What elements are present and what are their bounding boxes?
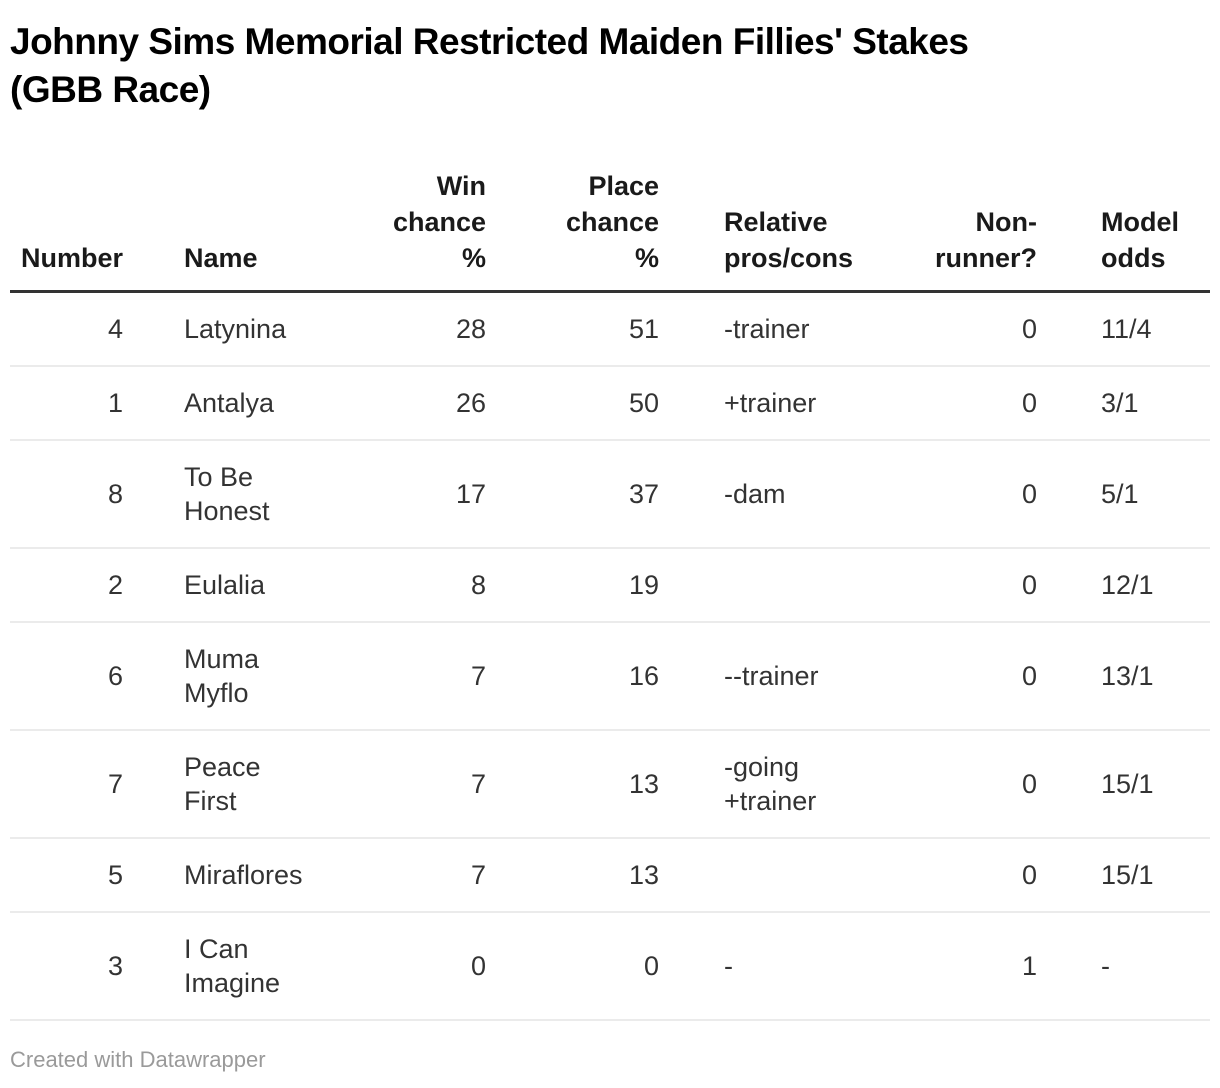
table-header-row: Number Name Win chance % Place chance % Rela… [10,168,1210,293]
datawrapper-credit-link[interactable]: Created with Datawrapper [10,1047,266,1072]
column-header-place-chance-pct: Place chance % [486,168,659,293]
cell-model-odds: 11/4 [1037,291,1210,367]
table-row: 2 Eulalia 8 19 0 12/1 [10,548,1210,623]
cell-name: Muma Myflo [123,622,352,731]
cell-win-chance-pct: 17 [352,440,486,549]
column-header-model-odds: Model odds [1037,168,1210,293]
cell-model-odds: 15/1 [1037,730,1210,839]
cell-name: Miraflores [123,838,352,913]
cell-place-chance-pct: 16 [486,622,659,731]
cell-number: 3 [10,912,123,1021]
column-header-number: Number [10,168,123,293]
table-row: 8 To Be Honest 17 37 -dam 0 5/1 [10,440,1210,549]
cell-win-chance-pct: 28 [352,291,486,367]
cell-non-runner: 0 [901,366,1037,441]
cell-non-runner: 1 [901,912,1037,1021]
cell-place-chance-pct: 13 [486,838,659,913]
cell-place-chance-pct: 13 [486,730,659,839]
cell-model-odds: - [1037,912,1210,1021]
cell-place-chance-pct: 37 [486,440,659,549]
column-header-win-chance-pct: Win chance % [352,168,486,293]
cell-relative-pros-cons [659,548,901,623]
column-header-relative-pros-cons: Relative pros/cons [659,168,901,293]
cell-place-chance-pct: 0 [486,912,659,1021]
cell-non-runner: 0 [901,548,1037,623]
cell-name: I Can Imagine [123,912,352,1021]
cell-number: 6 [10,622,123,731]
cell-model-odds: 13/1 [1037,622,1210,731]
cell-number: 7 [10,730,123,839]
cell-name: Eulalia [123,548,352,623]
table-header: Number Name Win chance % Place chance % Rela… [10,168,1210,293]
cell-model-odds: 3/1 [1037,366,1210,441]
cell-win-chance-pct: 8 [352,548,486,623]
cell-relative-pros-cons [659,838,901,913]
cell-number: 5 [10,838,123,913]
cell-name: Peace First [123,730,352,839]
table-row: 5 Miraflores 7 13 0 15/1 [10,838,1210,913]
cell-win-chance-pct: 7 [352,622,486,731]
cell-relative-pros-cons: +trainer [659,366,901,441]
cell-win-chance-pct: 0 [352,912,486,1021]
cell-non-runner: 0 [901,838,1037,913]
footer: Created with Datawrapper [10,1047,1210,1073]
cell-place-chance-pct: 19 [486,548,659,623]
table-row: 4 Latynina 28 51 -trainer 0 11/4 [10,291,1210,367]
table-row: 7 Peace First 7 13 -going +trainer 0 15/1 [10,730,1210,839]
cell-number: 8 [10,440,123,549]
cell-number: 4 [10,291,123,367]
cell-name: To Be Honest [123,440,352,549]
cell-non-runner: 0 [901,440,1037,549]
chart-title: Johnny Sims Memorial Restricted Maiden F… [10,21,969,110]
cell-non-runner: 0 [901,622,1037,731]
cell-model-odds: 5/1 [1037,440,1210,549]
cell-number: 2 [10,548,123,623]
table-row: 1 Antalya 26 50 +trainer 0 3/1 [10,366,1210,441]
column-header-non-runner: Non- runner? [901,168,1037,293]
cell-name: Antalya [123,366,352,441]
cell-number: 1 [10,366,123,441]
cell-relative-pros-cons: --trainer [659,622,901,731]
cell-relative-pros-cons: -dam [659,440,901,549]
cell-model-odds: 15/1 [1037,838,1210,913]
cell-non-runner: 0 [901,730,1037,839]
cell-non-runner: 0 [901,291,1037,367]
table-body: 4 Latynina 28 51 -trainer 0 11/4 1 Antalya 26 50 +t… [10,291,1210,1021]
cell-name: Latynina [123,291,352,367]
table-row: 6 Muma Myflo 7 16 --trainer 0 13/1 [10,622,1210,731]
cell-win-chance-pct: 7 [352,730,486,839]
cell-model-odds: 12/1 [1037,548,1210,623]
cell-relative-pros-cons: -trainer [659,291,901,367]
cell-relative-pros-cons: - [659,912,901,1021]
cell-win-chance-pct: 7 [352,838,486,913]
cell-win-chance-pct: 26 [352,366,486,441]
race-odds-table: Number Name Win chance % Place chance % Rela… [10,168,1210,1021]
cell-relative-pros-cons: -going +trainer [659,730,901,839]
cell-place-chance-pct: 51 [486,291,659,367]
cell-place-chance-pct: 50 [486,366,659,441]
column-header-name: Name [123,168,352,293]
